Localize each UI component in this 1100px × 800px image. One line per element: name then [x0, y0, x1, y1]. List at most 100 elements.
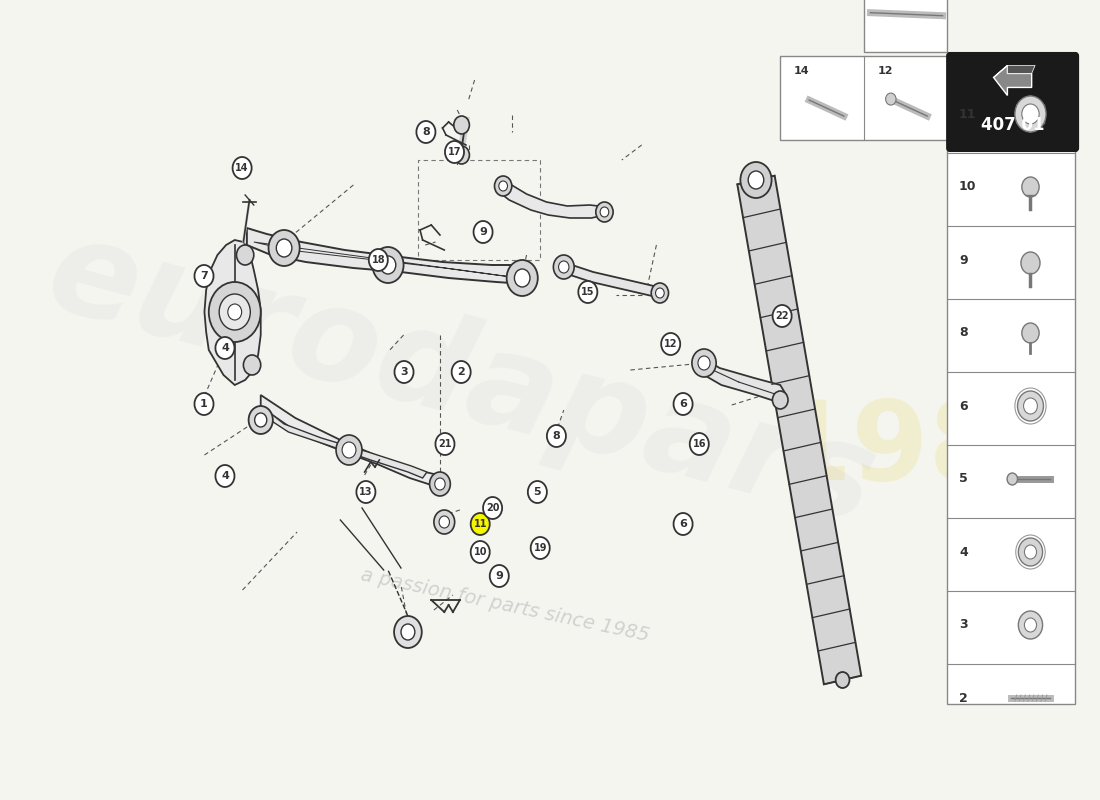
- Circle shape: [434, 478, 446, 490]
- Text: a passion for parts since 1985: a passion for parts since 1985: [359, 565, 651, 645]
- Text: 10: 10: [959, 181, 977, 194]
- Circle shape: [356, 481, 375, 503]
- Text: 8: 8: [422, 127, 430, 137]
- Text: 19: 19: [534, 543, 547, 553]
- Circle shape: [471, 541, 490, 563]
- Circle shape: [547, 425, 565, 447]
- Circle shape: [748, 171, 763, 189]
- Text: 2: 2: [959, 691, 968, 705]
- Circle shape: [559, 261, 569, 273]
- Circle shape: [1018, 391, 1044, 421]
- Circle shape: [690, 433, 708, 455]
- Circle shape: [255, 413, 267, 427]
- Circle shape: [394, 616, 421, 648]
- Circle shape: [1024, 545, 1036, 559]
- FancyBboxPatch shape: [947, 80, 1076, 704]
- Text: 9: 9: [959, 254, 968, 266]
- Text: 9: 9: [495, 571, 503, 581]
- Text: 16: 16: [693, 439, 706, 449]
- Polygon shape: [737, 176, 861, 684]
- Circle shape: [402, 624, 415, 640]
- Text: eurodapars: eurodapars: [34, 209, 889, 551]
- Circle shape: [430, 472, 450, 496]
- Text: 4: 4: [221, 343, 229, 353]
- Circle shape: [228, 304, 242, 320]
- Text: 3: 3: [400, 367, 408, 377]
- Circle shape: [886, 93, 896, 105]
- Text: 21: 21: [438, 439, 452, 449]
- Circle shape: [452, 361, 471, 383]
- Text: 5: 5: [534, 487, 541, 497]
- Text: 4: 4: [959, 546, 968, 558]
- Circle shape: [596, 202, 613, 222]
- Text: 6: 6: [679, 399, 688, 409]
- Text: 15: 15: [581, 287, 595, 297]
- Text: 5: 5: [959, 473, 968, 486]
- Circle shape: [490, 565, 509, 587]
- FancyBboxPatch shape: [780, 56, 947, 140]
- Text: 18: 18: [372, 255, 385, 265]
- Circle shape: [515, 269, 530, 287]
- Circle shape: [216, 465, 234, 487]
- Circle shape: [530, 537, 550, 559]
- Text: 12: 12: [878, 66, 893, 76]
- Text: 1: 1: [200, 399, 208, 409]
- Text: 7: 7: [200, 271, 208, 281]
- Text: 6: 6: [959, 399, 968, 413]
- Circle shape: [446, 141, 464, 163]
- Circle shape: [1022, 323, 1040, 343]
- Polygon shape: [205, 240, 261, 385]
- Circle shape: [698, 356, 711, 370]
- Circle shape: [740, 162, 771, 198]
- Circle shape: [579, 281, 597, 303]
- Circle shape: [656, 288, 664, 298]
- Circle shape: [276, 239, 292, 257]
- Circle shape: [195, 393, 213, 415]
- Circle shape: [495, 176, 512, 196]
- Text: 2: 2: [458, 367, 465, 377]
- Circle shape: [498, 181, 507, 191]
- Text: 8: 8: [552, 431, 560, 441]
- Circle shape: [1022, 104, 1040, 124]
- Circle shape: [436, 433, 454, 455]
- Circle shape: [268, 230, 299, 266]
- FancyBboxPatch shape: [947, 53, 1078, 151]
- Circle shape: [454, 116, 470, 134]
- Text: 8: 8: [959, 326, 968, 339]
- Circle shape: [1022, 177, 1040, 197]
- Circle shape: [336, 435, 362, 465]
- Circle shape: [381, 256, 396, 274]
- Text: 14: 14: [794, 66, 810, 76]
- Circle shape: [836, 672, 849, 688]
- Circle shape: [1023, 398, 1037, 414]
- Text: 11: 11: [473, 519, 487, 529]
- Circle shape: [373, 247, 404, 283]
- Circle shape: [1019, 538, 1043, 566]
- Circle shape: [553, 255, 574, 279]
- Polygon shape: [496, 182, 607, 218]
- Polygon shape: [993, 66, 1035, 78]
- Circle shape: [601, 207, 608, 217]
- Circle shape: [216, 337, 234, 359]
- Polygon shape: [246, 228, 531, 284]
- Text: 6: 6: [679, 519, 688, 529]
- Circle shape: [473, 221, 493, 243]
- Polygon shape: [993, 66, 1032, 95]
- Circle shape: [368, 249, 388, 271]
- Circle shape: [249, 406, 273, 434]
- Polygon shape: [695, 356, 786, 402]
- Circle shape: [454, 146, 470, 164]
- Circle shape: [507, 260, 538, 296]
- Circle shape: [692, 349, 716, 377]
- Circle shape: [1019, 611, 1043, 639]
- Polygon shape: [263, 407, 427, 478]
- Circle shape: [528, 481, 547, 503]
- Circle shape: [1024, 618, 1036, 632]
- Text: 4: 4: [221, 471, 229, 481]
- Circle shape: [195, 265, 213, 287]
- Circle shape: [772, 305, 792, 327]
- FancyBboxPatch shape: [864, 0, 947, 52]
- Text: 1985: 1985: [774, 397, 1084, 503]
- Circle shape: [1021, 252, 1040, 274]
- Text: 10: 10: [473, 547, 487, 557]
